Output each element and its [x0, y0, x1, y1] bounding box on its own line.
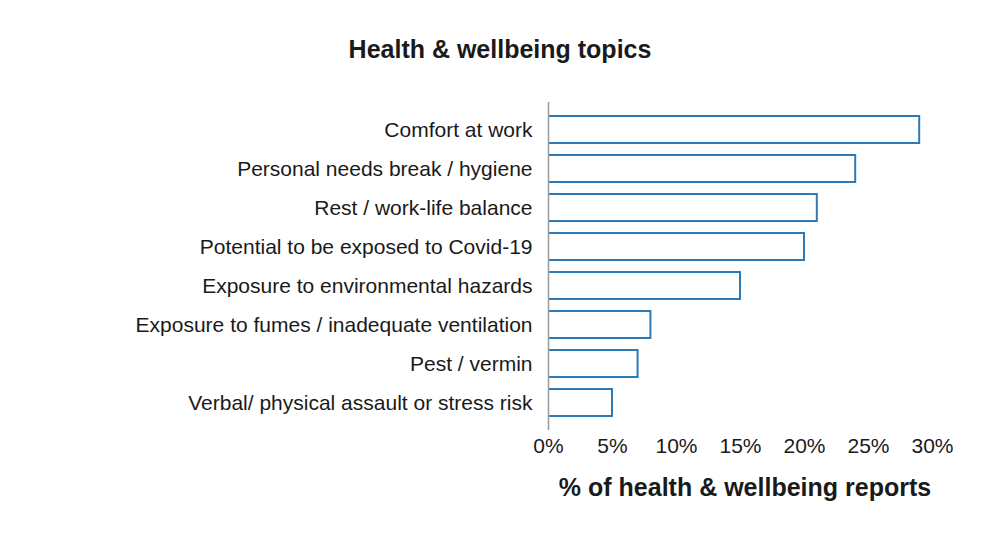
svg-text:Verbal/ physical assault or st: Verbal/ physical assault or stress risk — [188, 391, 533, 414]
svg-text:Personal needs break / hygiene: Personal needs break / hygiene — [237, 157, 532, 180]
svg-text:5%: 5% — [597, 434, 627, 457]
svg-text:20%: 20% — [783, 434, 825, 457]
html-text:% of health & wellbeing report: % of health & wellbeing reports — [558, 473, 932, 501]
svg-text:Comfort at work: Comfort at work — [384, 118, 533, 141]
svg-text:Rest / work-life balance: Rest / work-life balance — [314, 196, 532, 219]
svg-text:15%: 15% — [719, 434, 761, 457]
svg-text:Potential to be exposed to Cov: Potential to be exposed to Covid-19 — [200, 235, 533, 258]
svg-text:0%: 0% — [533, 434, 563, 457]
svg-text:Pest / vermin: Pest / vermin — [410, 352, 533, 375]
svg-text:Exposure to environmental haza: Exposure to environmental hazards — [202, 274, 532, 297]
svg-text:30%: 30% — [911, 434, 953, 457]
svg-text:Exposure to fumes / inadequate: Exposure to fumes / inadequate ventilati… — [136, 313, 533, 336]
html-text:Health & wellbeing topics: Health & wellbeing topics — [348, 35, 652, 63]
svg-text:10%: 10% — [655, 434, 697, 457]
svg-text:25%: 25% — [847, 434, 889, 457]
